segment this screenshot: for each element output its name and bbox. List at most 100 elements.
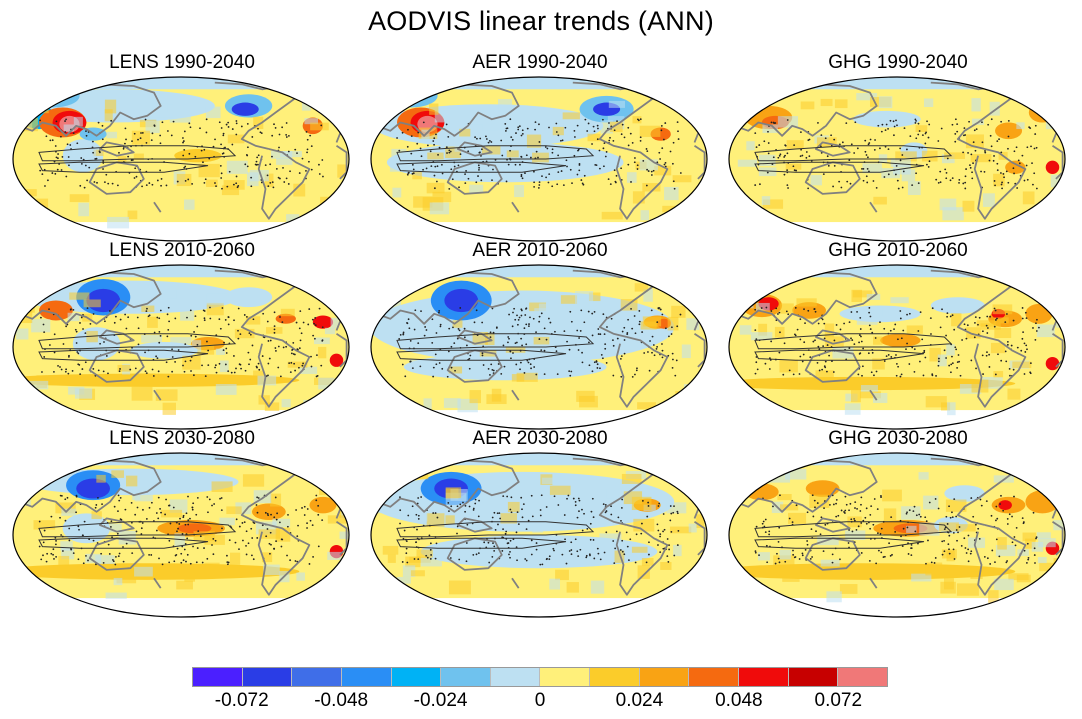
coastline: [336, 520, 348, 556]
grid-cell: [643, 288, 653, 302]
trend-patch: [251, 503, 286, 521]
trend-patch: [729, 376, 1016, 391]
grid-cell: [938, 522, 959, 532]
grid-cell: [825, 336, 844, 347]
antarctic-band: [729, 410, 1065, 429]
grid-cell: [667, 316, 679, 331]
grid-cell: [626, 172, 637, 183]
grid-cell: [276, 158, 293, 165]
grid-cell: [632, 191, 645, 204]
trend-patch: [231, 102, 259, 116]
grid-cell: [968, 537, 986, 548]
grid-cell: [258, 529, 281, 539]
grid-cell: [637, 565, 650, 579]
coastline: [153, 389, 162, 401]
coastline: [973, 524, 1027, 596]
coastline: [446, 349, 503, 383]
grid-cell: [498, 99, 513, 112]
grid-cell: [327, 515, 349, 524]
colorbar-swatch: [788, 668, 839, 686]
grid-cell: [809, 494, 830, 508]
grid-cell: [402, 565, 416, 577]
grid-cell: [883, 508, 897, 522]
contour-line: [396, 333, 595, 350]
coastline: [153, 577, 162, 589]
grid-cell: [907, 181, 921, 195]
grid-cell: [280, 308, 295, 317]
grid-cell: [105, 592, 127, 599]
grid-cell: [106, 131, 118, 139]
grid-cell: [761, 196, 771, 205]
grid-cell: [104, 99, 117, 114]
grid-cell: [341, 302, 349, 316]
coastline: [804, 349, 861, 383]
map-frame: [12, 264, 350, 430]
grid-cell: [184, 199, 195, 210]
grid-cell: [599, 533, 622, 541]
grid-cell: [206, 179, 218, 187]
grid-cell: [134, 566, 153, 577]
coastline: [973, 336, 1027, 408]
grid-cell: [632, 116, 642, 124]
grid-cell: [939, 198, 957, 211]
trend-patch: [805, 480, 840, 497]
grid-cell: [664, 186, 679, 201]
grid-cell: [1025, 538, 1036, 549]
grid-cell: [409, 359, 429, 368]
map-plot: [12, 76, 350, 242]
grid-cell: [688, 523, 697, 533]
grid-cell: [245, 316, 261, 325]
coastline: [301, 266, 328, 285]
coastline: [257, 148, 311, 220]
grid-cell: [176, 173, 192, 187]
grid-cell: [574, 346, 586, 358]
trend-patch: [329, 353, 344, 367]
grid-cell: [824, 323, 835, 338]
grid-cell: [640, 321, 657, 330]
grid-cell: [988, 590, 999, 603]
grid-cell: [955, 524, 976, 532]
grid-cell: [1038, 538, 1056, 548]
grid-cell: [339, 215, 349, 222]
grid-cell: [675, 391, 686, 402]
trend-patch: [853, 110, 921, 128]
contour-line: [38, 161, 209, 173]
grid-cell: [980, 323, 1001, 330]
grid-cell: [341, 94, 349, 109]
map-panel: LENS 2010-2060: [10, 240, 354, 430]
grid-cell: [579, 395, 598, 408]
colorbar-swatch: [391, 668, 442, 686]
colorbar-tick-label: 0: [534, 690, 546, 711]
grid-cell: [318, 377, 335, 390]
grid-cell: [697, 590, 707, 599]
grid-cell: [873, 196, 887, 205]
antarctic-band: [371, 410, 707, 429]
grid-cell: [755, 302, 770, 311]
grid-cell: [906, 525, 917, 533]
map-plot: [728, 264, 1066, 430]
grid-cell: [427, 152, 444, 160]
map-plot: [12, 452, 350, 618]
antarctic-band: [729, 222, 1065, 241]
grid-cell: [104, 109, 113, 122]
grid-cell: [873, 336, 883, 345]
grid-cell: [376, 589, 391, 599]
grid-cell: [184, 569, 196, 582]
grid-cell: [1053, 520, 1065, 531]
map-plot: [370, 452, 708, 618]
grid-cell: [155, 389, 178, 401]
grid-cell: [739, 325, 752, 335]
grid-cell: [929, 347, 941, 362]
grid-cell: [443, 398, 461, 408]
grid-cell: [227, 134, 245, 144]
grid-cell: [445, 146, 461, 159]
grid-cell: [464, 124, 483, 137]
grid-cell: [515, 319, 527, 332]
grid-cell: [133, 153, 144, 161]
grid-cell: [420, 557, 442, 567]
grid-cell: [271, 151, 293, 159]
grid-cell: [947, 402, 956, 416]
coastline: [694, 520, 706, 556]
coastline: [1052, 520, 1064, 556]
grid-cell: [787, 512, 807, 524]
